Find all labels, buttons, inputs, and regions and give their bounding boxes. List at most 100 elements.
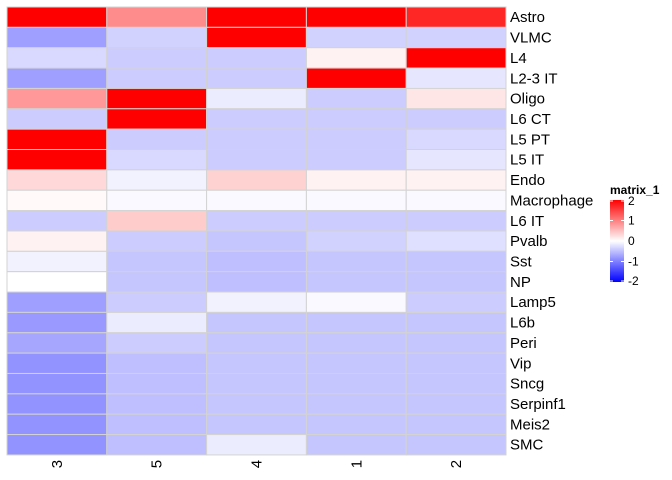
heatmap-cell-vip-col-3 — [6, 352, 108, 374]
heatmap-cell-endo-col-1 — [305, 169, 407, 191]
column-label: 5 — [149, 460, 166, 468]
column-label: 4 — [249, 460, 266, 468]
heatmap-cell-serpinf1-col-4 — [206, 393, 307, 415]
heatmap-cell-peri-col-5 — [106, 332, 208, 354]
heatmap-cell-l2-3-it-col-2 — [405, 67, 507, 89]
heatmap-cell-l2-3-it-col-3 — [6, 67, 108, 89]
heatmap-cell-astro-col-5 — [106, 6, 208, 28]
heatmap-cell-vlmc-col-4 — [206, 26, 307, 49]
legend-tick-label: 0 — [628, 234, 635, 248]
heatmap-cell-vip-col-1 — [305, 352, 407, 374]
row-label: Lamp5 — [510, 294, 556, 311]
heatmap-cell-l5-it-col-1 — [305, 149, 407, 171]
row-label: NP — [510, 274, 531, 291]
heatmap-cell-sst-col-3 — [6, 250, 108, 273]
heatmap-cell-pvalb-col-2 — [405, 230, 507, 252]
heatmap-cell-pvalb-col-4 — [206, 230, 307, 252]
heatmap-cell-meis2-col-5 — [106, 413, 208, 436]
row-labels: Astro VLMC L4 L2-3 IT Oligo L6 CT L5 PT L5 IT En… — [510, 9, 593, 454]
heatmap-cell-l4-col-3 — [6, 47, 108, 69]
heatmap-cell-peri-col-1 — [305, 332, 407, 354]
heatmap-cell-l2-3-it-col-5 — [106, 67, 208, 89]
heatmap-cell-l5-it-col-3 — [6, 149, 108, 171]
heatmap-cell-l5-pt-col-4 — [206, 128, 307, 151]
heatmap-cell-serpinf1-col-2 — [405, 393, 507, 415]
row-label: Serpinf1 — [510, 396, 566, 413]
heatmap-cell-vlmc-col-3 — [6, 26, 108, 49]
heatmap-cell-l4-col-2 — [405, 47, 507, 69]
heatmap-cell-vip-col-4 — [206, 352, 307, 374]
heatmap-cell-l6-it-col-2 — [405, 210, 507, 232]
heatmap-cell-vlmc-col-5 — [106, 26, 208, 49]
heatmap-cell-oligo-col-4 — [206, 87, 307, 110]
heatmap-cell-np-col-1 — [305, 271, 407, 293]
heatmap-cell-peri-col-4 — [206, 332, 307, 354]
heatmap-cell-astro-col-1 — [305, 6, 407, 28]
heatmap-cell-l5-it-col-4 — [206, 149, 307, 171]
heatmap-cell-lamp5-col-5 — [106, 291, 208, 313]
column-label: 2 — [448, 460, 465, 468]
row-label: L6 CT — [510, 111, 551, 128]
heatmap-cell-astro-col-4 — [206, 6, 307, 28]
heatmap-cell-np-col-5 — [106, 271, 208, 293]
heatmap-cell-peri-col-3 — [6, 332, 108, 354]
color-legend: matrix_1 2 1 0 -1 -2 — [610, 183, 660, 288]
legend-tick-label: -2 — [628, 274, 639, 288]
heatmap-cell-endo-col-2 — [405, 169, 507, 191]
heatmap-cell-l6-ct-col-3 — [6, 108, 108, 130]
heatmap-cell-peri-col-2 — [405, 332, 507, 354]
heatmap-cell-smc-col-3 — [6, 434, 108, 456]
column-label: 3 — [49, 460, 66, 468]
legend-ticks: 2 1 0 -1 -2 — [610, 194, 639, 288]
row-label: L5 PT — [510, 131, 550, 148]
heatmap-cell-l6b-col-1 — [305, 311, 407, 334]
row-label: VLMC — [510, 30, 552, 47]
heatmap-cell-l6-ct-col-5 — [106, 108, 208, 130]
heatmap-cell-sncg-col-4 — [206, 372, 307, 395]
row-label: Peri — [510, 335, 537, 352]
heatmap-cell-l6-it-col-3 — [6, 210, 108, 232]
heatmap-cell-l6b-col-5 — [106, 311, 208, 334]
heatmap-cell-np-col-2 — [405, 271, 507, 293]
heatmap-cell-l5-pt-col-5 — [106, 128, 208, 151]
row-label: L5 IT — [510, 152, 544, 169]
legend-title: matrix_1 — [610, 183, 660, 197]
heatmap-cell-serpinf1-col-1 — [305, 393, 407, 415]
heatmap-cell-endo-col-5 — [106, 169, 208, 191]
heatmap-cell-l6-it-col-5 — [106, 210, 208, 232]
heatmap-cell-sst-col-2 — [405, 250, 507, 273]
row-label: Astro — [510, 9, 545, 26]
heatmap-cell-l6-ct-col-1 — [305, 108, 407, 130]
heatmap-cell-smc-col-1 — [305, 434, 407, 456]
row-label: Endo — [510, 172, 545, 189]
heatmap-cell-vip-col-5 — [106, 352, 208, 374]
row-label: Sncg — [510, 376, 544, 393]
heatmap-cell-l5-pt-col-2 — [405, 128, 507, 151]
legend-tick-label: 1 — [628, 214, 635, 228]
heatmap-cell-sst-col-5 — [106, 250, 208, 273]
heatmap-cell-l6-ct-col-4 — [206, 108, 307, 130]
heatmap-cell-l4-col-4 — [206, 47, 307, 69]
legend-colorbar — [610, 200, 624, 282]
heatmap-cell-meis2-col-2 — [405, 413, 507, 436]
heatmap-cell-pvalb-col-5 — [106, 230, 208, 252]
row-label: L6b — [510, 315, 535, 332]
heatmap-cell-l6b-col-2 — [405, 311, 507, 334]
heatmap-cell-sncg-col-3 — [6, 372, 108, 395]
heatmap-cell-meis2-col-3 — [6, 413, 108, 436]
heatmap-cell-l5-pt-col-1 — [305, 128, 407, 151]
row-label: Meis2 — [510, 416, 550, 433]
legend-tick-label: 2 — [628, 194, 635, 208]
column-labels: 3 5 4 1 2 — [49, 460, 465, 468]
row-label: Vip — [510, 355, 531, 372]
heatmap-cell-meis2-col-1 — [305, 413, 407, 436]
heatmap-cell-smc-col-4 — [206, 434, 307, 456]
heatmap-cell-l5-it-col-5 — [106, 149, 208, 171]
heatmap-cell-vlmc-col-2 — [405, 26, 507, 49]
row-label: L6 IT — [510, 213, 544, 230]
heatmap-cell-lamp5-col-1 — [305, 291, 407, 313]
heatmap-cell-macrophage-col-4 — [206, 189, 307, 212]
row-label: L2-3 IT — [510, 70, 558, 87]
heatmap-cell-meis2-col-4 — [206, 413, 307, 436]
